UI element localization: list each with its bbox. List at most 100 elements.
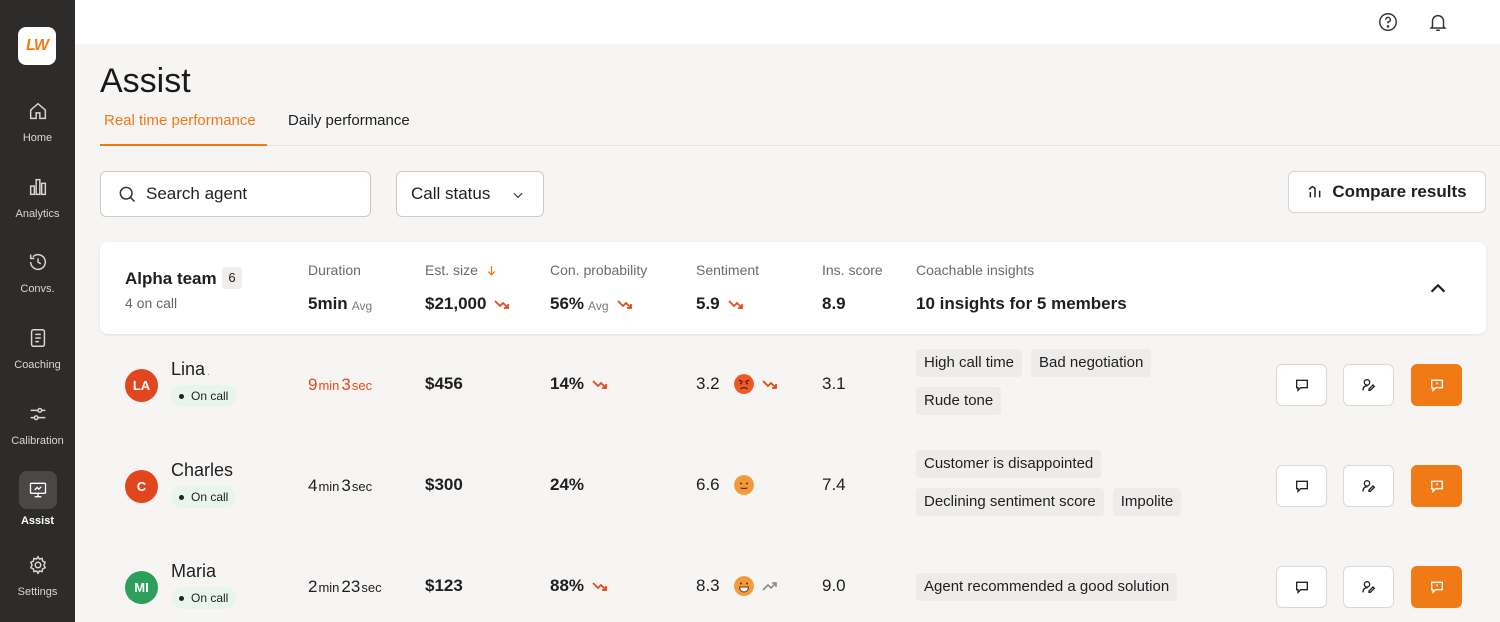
con-probability-avg: 56% Avg [550,294,633,314]
con-probability-header[interactable]: Con. probability [550,262,648,278]
call-duration: 2 min 23 sec [308,577,384,597]
chevron-up-icon[interactable] [1427,279,1449,297]
insight-tag[interactable]: Agent recommended a good solution [916,573,1178,601]
agent-row[interactable]: MI Maria On call 2 min 23 sec $123 88% 8.3 … [100,537,1500,622]
agent-row[interactable]: C Charles On call 4 min 3 sec $300 24% 6.6 … [100,436,1500,537]
grinning-face-icon [733,576,754,596]
ins-score: 7.4 [822,475,846,494]
compare-results-button[interactable]: Compare results [1288,171,1486,213]
duration-minutes-unit: min [318,580,340,595]
chevron-down-icon [513,192,523,199]
tab-daily-performance[interactable]: Daily performance [288,112,410,129]
coachable-insights: Agent recommended a good solution [916,573,1236,611]
user-edit-icon [1361,379,1375,391]
trend-down-icon [728,300,743,309]
message-alert-icon [1430,480,1443,493]
angry-face-icon [733,374,754,394]
chat-icon [1295,581,1308,594]
bell-icon[interactable] [1427,11,1449,33]
est-size-total: $21,000 [425,294,510,314]
con-probability-value: 24% [550,475,585,494]
insight-tag[interactable]: Declining sentiment score [916,488,1104,516]
agent-name: Lina. [171,359,210,380]
con-probability: 24% [550,475,584,495]
agent-name-dot: . [207,367,210,378]
coachable-insights: High call time Bad negotiation Rude tone [916,349,1236,425]
call-duration: 9 min 3 sec [308,375,374,395]
sentiment: 3.2 [696,374,778,394]
chat-button[interactable] [1276,566,1327,608]
insight-tag[interactable]: Customer is disappointed [916,450,1102,478]
gear-icon [29,555,46,575]
avatar: C [125,470,158,503]
est-size: $300 [425,475,463,494]
est-size: $456 [425,374,463,393]
sidebar-item-analytics[interactable]: Analytics [0,176,75,220]
assign-coach-button[interactable] [1343,566,1394,608]
sidebar-item-label: Coaching [14,359,61,371]
whisper-button[interactable] [1411,465,1462,507]
avatar: LA [125,369,158,402]
status-badge: On call [171,486,237,508]
presentation-icon [29,482,46,498]
chat-button[interactable] [1276,364,1327,406]
tab-real-time-performance[interactable]: Real time performance [104,112,256,129]
chat-icon [1295,379,1308,392]
compare-icon [1308,185,1321,198]
duration-avg: 5min Avg [308,294,372,314]
sidebar-item-settings[interactable]: Settings [0,554,75,598]
sliders-icon [30,407,45,421]
assign-coach-button[interactable] [1343,465,1394,507]
whisper-button[interactable] [1411,566,1462,608]
call-status-select[interactable]: Call status [396,171,544,217]
est-size: $123 [425,576,463,595]
search-input[interactable] [146,184,346,204]
assign-coach-button[interactable] [1343,364,1394,406]
con-probability-value: 88% [550,576,585,595]
agent-row[interactable]: LA Lina. On call 9 min 3 sec $456 14% 3.2 3… [100,335,1500,436]
user-edit-icon [1361,581,1375,593]
est-size-header-label: Est. size [425,262,478,278]
help-icon[interactable] [1377,11,1399,33]
trend-down-icon [494,300,510,309]
team-member-count-badge: 6 [222,267,242,289]
sentiment-header[interactable]: Sentiment [696,262,760,278]
tab-divider [100,145,1500,146]
ins-score: 3.1 [822,374,846,393]
insight-tag[interactable]: Bad negotiation [1031,349,1152,377]
team-summary-card: Alpha team 6 4 on call Duration 5min Avg… [100,242,1486,334]
duration-seconds-unit: sec [351,479,373,494]
sidebar-item-calibration[interactable]: Calibration [0,403,75,447]
whisper-button[interactable] [1411,364,1462,406]
coachable-insights-header[interactable]: Coachable insights [916,262,1035,278]
con-probability-value: 14% [550,374,585,393]
est-size-value: $21,000 [425,294,487,313]
insight-tag[interactable]: Impolite [1112,488,1182,516]
document-icon [30,329,45,347]
sidebar-item-assist[interactable]: Assist [0,471,75,527]
est-size-header[interactable]: Est. size [425,262,498,278]
sidebar-item-label: Convs. [20,283,55,295]
chat-button[interactable] [1276,465,1327,507]
sentiment-avg: 5.9 [696,294,744,314]
sidebar-item-convs[interactable]: Convs. [0,251,75,295]
page-title: Assist [100,62,191,100]
active-tab-indicator [100,144,267,146]
duration-header[interactable]: Duration [308,262,361,278]
insight-tag[interactable]: Rude tone [916,387,1002,415]
sidebar-item-label: Home [22,132,53,144]
status-label: On call [191,389,229,403]
trend-down-icon [592,582,607,591]
agent-name-text: Lina [171,359,206,379]
app-logo[interactable]: LW [18,27,56,65]
search-box[interactable] [100,171,371,217]
insight-tag[interactable]: High call time [916,349,1023,377]
home-icon [29,102,46,120]
ins-score-header[interactable]: Ins. score [822,262,883,278]
duration-minutes-unit: min [318,378,340,393]
duration-seconds: 23 [341,577,361,596]
duration-minutes-unit: min [318,479,340,494]
sidebar-item-home[interactable]: Home [0,100,75,144]
message-alert-icon [1430,379,1443,392]
sidebar-item-coaching[interactable]: Coaching [0,327,75,371]
